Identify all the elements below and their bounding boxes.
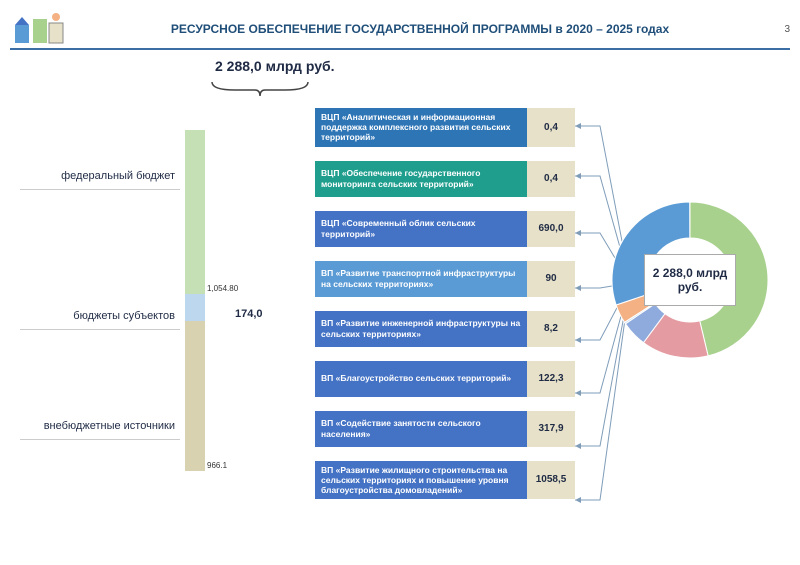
brace-icon — [210, 80, 310, 98]
budget-segment — [185, 294, 205, 321]
programs-list: ВЦП «Аналитическая и информационная подд… — [315, 108, 575, 499]
total-label: 2 288,0 млрд руб. — [215, 58, 335, 74]
program-value: 122,3 — [527, 361, 575, 397]
subtotal-federal-regional: 174,0 — [235, 308, 263, 320]
program-value: 8,2 — [527, 311, 575, 347]
budget-segment — [185, 321, 205, 471]
program-row: ВЦП «Обеспечение государственного монито… — [315, 161, 575, 197]
budget-segment-value: 966.1 — [207, 461, 227, 470]
program-row: ВП «Содействие занятости сельского насел… — [315, 411, 575, 447]
program-value: 90 — [527, 261, 575, 297]
donut-center-label: 2 288,0 млрд руб. — [644, 254, 736, 306]
program-name: ВП «Развитие транспортной инфраструктуры… — [315, 261, 527, 297]
program-row: ВЦП «Современный облик сельских территор… — [315, 211, 575, 247]
program-value: 0,4 — [527, 108, 575, 147]
program-name: ВЦП «Обеспечение государственного монито… — [315, 161, 527, 197]
program-name: ВП «Развитие жилищного строительства на … — [315, 461, 527, 500]
budget-segment-value: 1,054.80 — [207, 284, 238, 293]
program-name: ВЦП «Современный облик сельских территор… — [315, 211, 527, 247]
budget-label: бюджеты субъектов — [20, 310, 180, 330]
budget-label: федеральный бюджет — [20, 170, 180, 190]
program-name: ВП «Развитие инженерной инфраструктуры н… — [315, 311, 527, 347]
program-value: 1058,5 — [527, 461, 575, 500]
logo-icon — [10, 9, 70, 49]
program-value: 0,4 — [527, 161, 575, 197]
budget-label: внебюджетные источники — [20, 420, 180, 440]
program-row: ВП «Развитие транспортной инфраструктуры… — [315, 261, 575, 297]
page-number: 3 — [770, 24, 790, 35]
program-value: 690,0 — [527, 211, 575, 247]
page-title: РЕСУРСНОЕ ОБЕСПЕЧЕНИЕ ГОСУДАРСТВЕННОЙ ПР… — [70, 22, 770, 36]
budget-stacked-bar: 1,054.80966.1 — [185, 130, 205, 470]
program-row: ВЦП «Аналитическая и информационная подд… — [315, 108, 575, 147]
program-name: ВЦП «Аналитическая и информационная подд… — [315, 108, 527, 147]
program-row: ВП «Благоустройство сельских территорий»… — [315, 361, 575, 397]
program-value: 317,9 — [527, 411, 575, 447]
program-row: ВП «Развитие инженерной инфраструктуры н… — [315, 311, 575, 347]
donut-chart: 2 288,0 млрд руб. — [610, 200, 770, 360]
program-name: ВП «Содействие занятости сельского насел… — [315, 411, 527, 447]
budget-segment — [185, 130, 205, 294]
program-name: ВП «Благоустройство сельских территорий» — [315, 361, 527, 397]
header: РЕСУРСНОЕ ОБЕСПЕЧЕНИЕ ГОСУДАРСТВЕННОЙ ПР… — [10, 10, 790, 50]
program-row: ВП «Развитие жилищного строительства на … — [315, 461, 575, 500]
